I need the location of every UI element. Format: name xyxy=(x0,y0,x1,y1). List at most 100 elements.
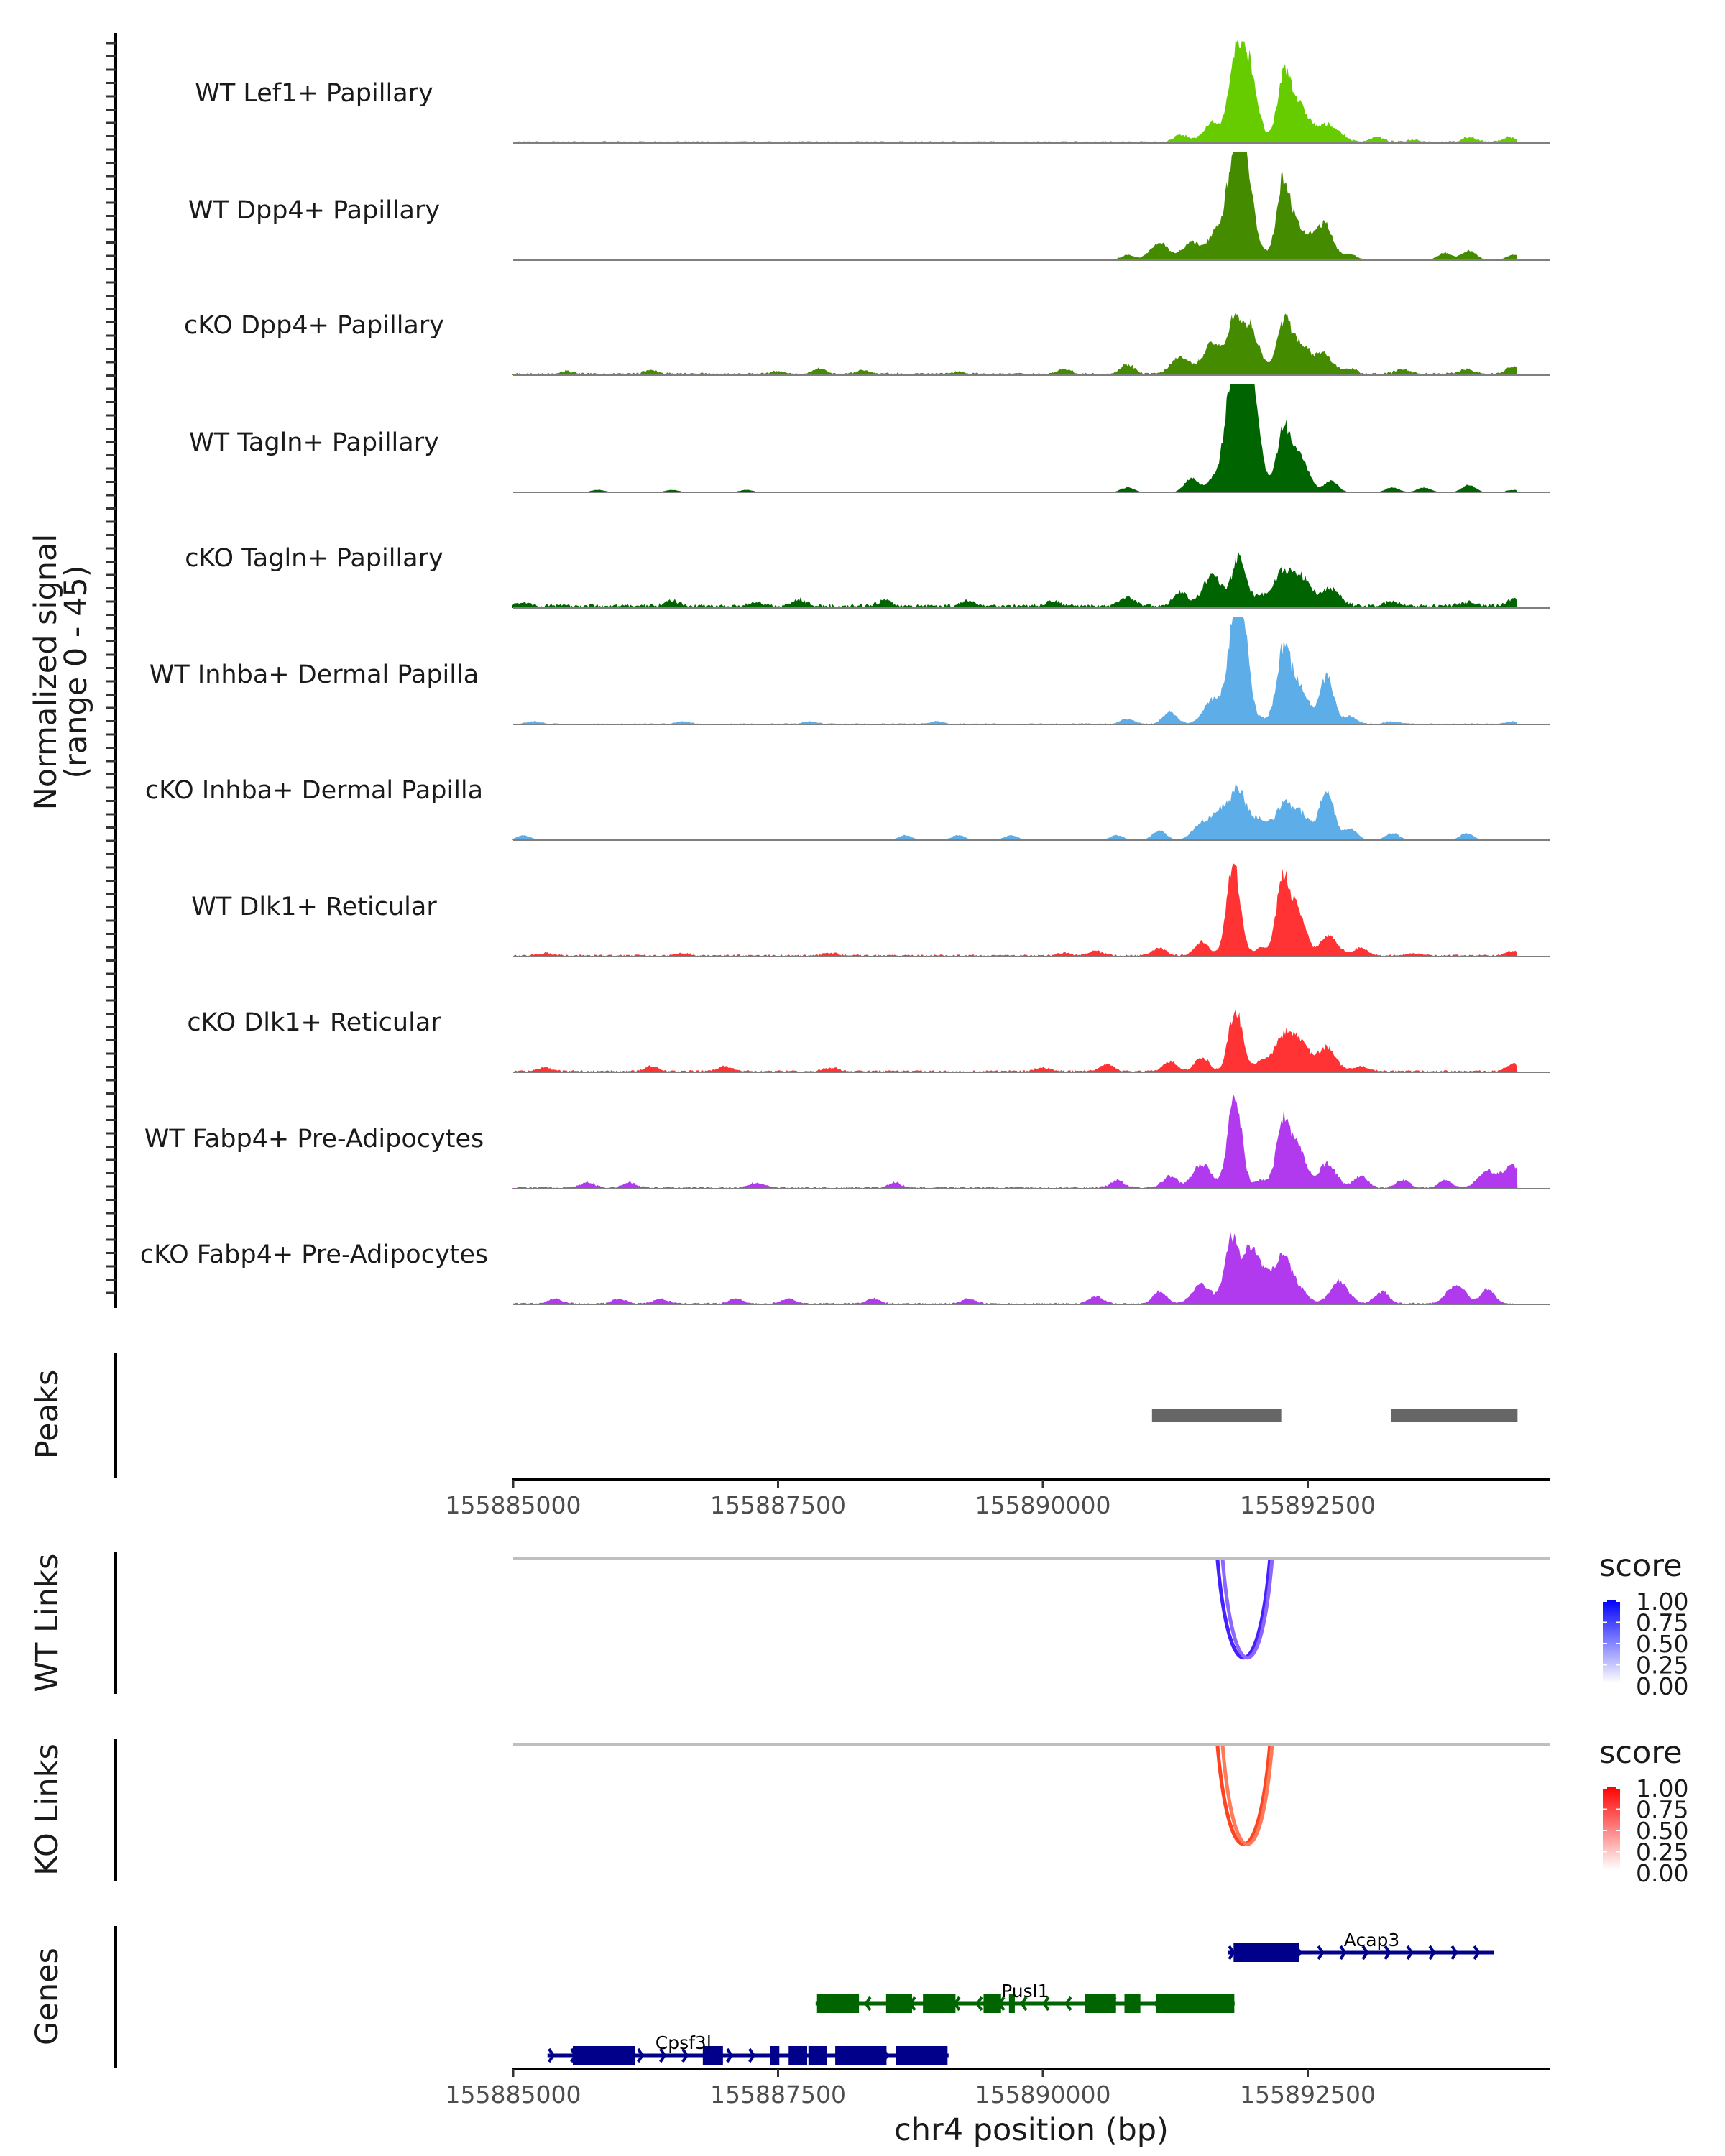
gene-exon xyxy=(835,2046,887,2065)
x-tick-label: 155890000 xyxy=(975,2081,1111,2109)
genes-track: Acap3 Pusl1 Cpsf3l xyxy=(547,1930,1494,2065)
strand-arrow xyxy=(1228,1945,1236,1961)
gene-exon xyxy=(983,1994,1001,2013)
coverage-area xyxy=(512,1010,1518,1072)
coverage-area xyxy=(512,1231,1518,1304)
coverage-track: WT Dpp4+ Papillary xyxy=(188,152,1550,261)
x-tick-label: 155885000 xyxy=(446,1491,581,1519)
coverage-area xyxy=(512,783,1518,840)
strand-arrow xyxy=(1317,1945,1325,1961)
x-tick-label: 155885000 xyxy=(446,2081,581,2109)
coverage-track: cKO Fabp4+ Pre-Adipocytes xyxy=(140,1231,1550,1305)
y-axis-title-main: Normalized signal xyxy=(28,534,64,811)
x-tick-label: 155892500 xyxy=(1240,1491,1376,1519)
legend-tick-label: 0.00 xyxy=(1636,1672,1688,1700)
coverage-area xyxy=(512,39,1518,144)
track-label: cKO Inhba+ Dermal Papilla xyxy=(145,776,483,805)
gene-exon xyxy=(816,1994,860,2013)
gene-exon xyxy=(808,2046,827,2065)
strand-arrow xyxy=(1406,1945,1414,1961)
coverage-area xyxy=(512,550,1518,608)
x-tick-label: 155887500 xyxy=(710,1491,846,1519)
ko-links-panel-label: KO Links xyxy=(29,1743,65,1876)
track-label: WT Lef1+ Papillary xyxy=(195,79,433,108)
coverage-track: WT Lef1+ Papillary xyxy=(195,39,1550,144)
strand-arrow xyxy=(864,1996,872,2012)
ko-links-legend: score 1.000.750.500.250.00 xyxy=(1599,1735,1688,1887)
gene-exon xyxy=(572,2046,635,2065)
legend-tick-label: 0.75 xyxy=(1636,1796,1688,1824)
wt-links-track xyxy=(513,1557,1550,1660)
coverage-area xyxy=(512,1095,1518,1189)
track-label: WT Inhba+ Dermal Papilla xyxy=(150,660,479,689)
legend-title: score xyxy=(1599,1735,1683,1771)
x-tick-label: 155887500 xyxy=(710,2081,846,2109)
strand-arrow xyxy=(681,2047,689,2063)
strand-arrow xyxy=(748,2047,756,2063)
wt-links-panel-label: WT Links xyxy=(29,1554,65,1692)
coverage-area xyxy=(512,863,1518,957)
coverage-tracks: WT Lef1+ Papillary WT Dpp4+ Papillary cKO … xyxy=(140,39,1550,1305)
coverage-track: cKO Tagln+ Papillary xyxy=(185,544,1550,609)
gene-exon xyxy=(1124,1994,1141,2013)
y-axis-title-sub: (range 0 - 45) xyxy=(58,565,94,778)
gene-exon xyxy=(886,1994,912,2013)
coverage-track: cKO Dpp4+ Papillary xyxy=(184,311,1550,376)
legend-tick-label: 0.50 xyxy=(1636,1817,1688,1845)
track-label: WT Dpp4+ Papillary xyxy=(188,196,440,225)
gene: Pusl1 xyxy=(815,1981,1235,2013)
strand-arrow xyxy=(1339,1945,1347,1961)
legend-tick-label: 1.00 xyxy=(1636,1588,1688,1616)
peaks-track xyxy=(1151,1409,1518,1422)
ko-links-track xyxy=(513,1743,1550,1846)
gene-exon xyxy=(923,1994,956,2013)
coverage-area xyxy=(512,313,1518,375)
link-arc xyxy=(1220,1746,1274,1846)
gene-exon xyxy=(788,2046,808,2065)
strand-arrow xyxy=(1428,1945,1436,1961)
gene-exon xyxy=(1008,1994,1015,2013)
x-axis-top: 155885000 155887500 155890000 155892500 xyxy=(446,1478,1550,1519)
track-label: WT Fabp4+ Pre-Adipocytes xyxy=(144,1125,484,1153)
legend-tick-label: 0.50 xyxy=(1636,1630,1688,1658)
gene: Cpsf3l xyxy=(547,2032,949,2065)
gene-exon xyxy=(1156,1994,1235,2013)
legend-tick-label: 0.25 xyxy=(1636,1651,1688,1680)
legend-tick-label: 0.00 xyxy=(1636,1859,1688,1887)
y-axis-title: Normalized signal (range 0 - 45) xyxy=(28,534,94,811)
track-label: cKO Tagln+ Papillary xyxy=(185,544,443,573)
gene-exon xyxy=(1233,1943,1300,1962)
x-axis-title: chr4 position (bp) xyxy=(894,2112,1169,2148)
legend-title: score xyxy=(1599,1548,1683,1584)
track-label: WT Dlk1+ Reticular xyxy=(191,893,437,921)
strand-arrow xyxy=(1361,1945,1369,1961)
coverage-track: WT Dlk1+ Reticular xyxy=(191,863,1550,957)
gene-exon xyxy=(702,2046,723,2065)
strand-arrow xyxy=(975,1996,983,2012)
track-label: cKO Dlk1+ Reticular xyxy=(187,1008,441,1037)
strand-arrow xyxy=(1473,1945,1481,1961)
coverage-area xyxy=(512,617,1518,724)
strand-arrow xyxy=(1064,1996,1072,2012)
link-arc xyxy=(1220,1560,1274,1660)
legend-tick-label: 0.25 xyxy=(1636,1838,1688,1866)
peaks-panel-label: Peaks xyxy=(29,1370,65,1460)
gene-name-label: Acap3 xyxy=(1344,1930,1400,1950)
strand-arrow xyxy=(726,2047,734,2063)
legend-colorbar xyxy=(1603,1787,1620,1870)
strand-arrow xyxy=(1020,1996,1028,2012)
strand-arrow xyxy=(1384,1945,1392,1961)
gene-exon xyxy=(1085,1994,1116,2013)
strand-arrow xyxy=(637,2047,645,2063)
gene-exon xyxy=(896,2046,948,2065)
strand-arrow xyxy=(659,2047,667,2063)
legend-colorbar xyxy=(1603,1600,1620,1683)
x-axis-bottom: 155885000 155887500 155890000 155892500 xyxy=(446,2068,1550,2109)
strand-arrow xyxy=(548,2047,556,2063)
track-label: cKO Dpp4+ Papillary xyxy=(184,311,444,340)
legend-tick-label: 1.00 xyxy=(1636,1774,1688,1802)
strand-arrow xyxy=(1450,1945,1458,1961)
coverage-area xyxy=(512,152,1518,260)
track-label: cKO Fabp4+ Pre-Adipocytes xyxy=(140,1240,488,1269)
